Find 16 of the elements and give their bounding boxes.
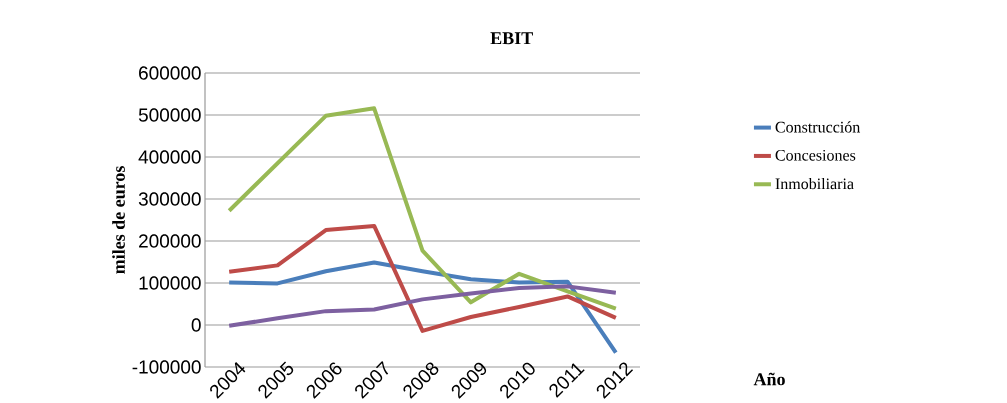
legend-label: Concesiones bbox=[775, 149, 856, 161]
legend-label: Construcción bbox=[775, 121, 861, 133]
y-axis-title: miles de euros bbox=[112, 166, 125, 274]
chart-title: EBIT bbox=[490, 32, 533, 45]
y-tick-label: 0 bbox=[191, 318, 201, 332]
text: Año bbox=[753, 372, 785, 386]
y-tick-label: 400000 bbox=[138, 150, 201, 164]
line-series bbox=[227, 284, 618, 328]
y-tick-label: 200000 bbox=[139, 234, 201, 248]
y-tick-label: 300000 bbox=[138, 192, 201, 206]
y-tick-label: 100000 bbox=[139, 276, 201, 290]
y-tick-label: 500000 bbox=[138, 108, 201, 122]
y-tick-label: -100000 bbox=[132, 360, 201, 374]
line-series bbox=[227, 223, 618, 333]
legend-label: Inmobiliaria bbox=[775, 177, 854, 190]
y-tick-label: 600000 bbox=[139, 66, 201, 80]
